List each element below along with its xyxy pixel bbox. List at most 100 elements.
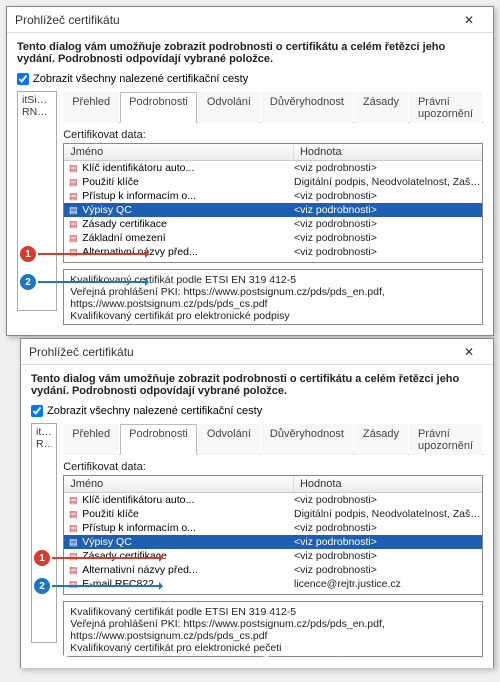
cert-attr-icon: ▤ (64, 536, 82, 548)
attr-name: Použití klíče (82, 508, 294, 520)
tree-item[interactable]: Rejstřík trestů - automatická (36, 438, 52, 450)
tab-podrobnosti[interactable]: Podrobnosti (120, 424, 197, 455)
col-name[interactable]: Jméno (64, 476, 294, 492)
tab-zásady[interactable]: Zásady (354, 92, 408, 123)
detail-line: Kvalifikovaný certifikát pro elektronick… (70, 642, 476, 654)
attr-value: <viz podrobnosti> (294, 246, 482, 258)
show-all-paths-checkbox[interactable]: Zobrazit všechny nalezené certifikační c… (31, 405, 483, 417)
table-row[interactable]: ▤Klíč identifikátoru auto...<viz podrobn… (64, 161, 482, 175)
show-all-paths-input[interactable] (31, 405, 43, 417)
attr-value: <viz podrobnosti> (294, 550, 482, 562)
table-row[interactable]: ▤Zásady certifikace<viz podrobnosti> (64, 217, 482, 231)
attr-value: <viz podrobnosti> (294, 536, 482, 548)
annotation-badge-2: 2 (20, 274, 36, 290)
tab-odvolání[interactable]: Odvolání (198, 424, 260, 455)
table-row[interactable]: ▤Přístup k informacím o...<viz podrobnos… (64, 189, 482, 203)
attr-name: Přístup k informacím o... (82, 190, 294, 202)
show-all-paths-checkbox[interactable]: Zobrazit všechny nalezené certifikační c… (17, 73, 483, 85)
cert-attr-icon: ▤ (64, 508, 82, 520)
show-all-paths-input[interactable] (17, 73, 29, 85)
detail-line: Kvalifikovaný certifikát pro elektronick… (70, 310, 476, 322)
attr-value: <viz podrobnosti> (294, 522, 482, 534)
table-row[interactable]: ▤Základní omezení<viz podrobnosti> (64, 231, 482, 245)
detail-line: Veřejná prohlášení PKI: https://www.post… (70, 286, 476, 298)
cert-attr-icon: ▤ (64, 190, 82, 202)
dialog-description: Tento dialog vám umožňuje zobrazit podro… (31, 373, 483, 397)
tab-důvěryhodnost[interactable]: Důvěryhodnost (261, 424, 353, 455)
dialog-description: Tento dialog vám umožňuje zobrazit podro… (17, 41, 483, 65)
table-row[interactable]: ▤E-mail RFC822licence@rejtr.justice.cz (64, 577, 482, 591)
cert-attr-icon: ▤ (64, 176, 82, 188)
cert-attr-icon: ▤ (64, 162, 82, 174)
tree-item[interactable]: RNDr. Ing. Jiří Peterka <jiri@p (22, 106, 52, 118)
list-header: Jméno Hodnota (64, 144, 482, 161)
table-row[interactable]: ▤Klíč identifikátoru auto...<viz podrobn… (64, 493, 482, 507)
tab-právní upozornění[interactable]: Právní upozornění (409, 92, 482, 123)
attr-name: Klíč identifikátoru auto... (82, 162, 294, 174)
table-row[interactable]: ▤Zásady certifikace<viz podrobnosti> (64, 549, 482, 563)
attr-value: Digitální podpis, Neodvolatelnost, Zašif… (294, 508, 482, 520)
cert-tree[interactable]: itSignum Qualified CA 2Rejstřík trestů -… (31, 423, 57, 643)
col-value[interactable]: Hodnota (294, 476, 482, 492)
close-icon[interactable]: ✕ (453, 342, 485, 362)
attr-value: <viz podrobnosti> (294, 190, 482, 202)
tab-právní upozornění[interactable]: Právní upozornění (409, 424, 482, 455)
annotation-badge-1: 1 (20, 246, 36, 262)
detail-line: Kvalifikovaný certifikát podle ETSI EN 3… (70, 274, 476, 286)
detail-box: Kvalifikovaný certifikát podle ETSI EN 3… (63, 601, 483, 657)
attr-value: <viz podrobnosti> (294, 204, 482, 216)
col-value[interactable]: Hodnota (294, 144, 482, 160)
detail-line: https://www.postsignum.cz/pds/pds_cs.pdf (70, 298, 476, 310)
close-icon[interactable]: ✕ (453, 10, 485, 30)
table-row[interactable]: ▤Alternativní názvy před...<viz podrobno… (64, 245, 482, 259)
tab-důvěryhodnost[interactable]: Důvěryhodnost (261, 92, 353, 123)
annotation-arrow-2 (38, 281, 148, 283)
annotation-arrow-2 (52, 585, 162, 587)
window-title: Prohlížeč certifikátu (15, 13, 120, 27)
tab-bar: PřehledPodrobnostiOdvoláníDůvěryhodnostZ… (63, 423, 483, 455)
tree-item[interactable]: itSignum Qualified CA 2 (36, 426, 52, 438)
annotation-badge-1: 1 (34, 550, 50, 566)
tree-item[interactable]: itSignum Qualified CA 2 (22, 94, 52, 106)
attr-value: <viz podrobnosti> (294, 162, 482, 174)
col-name[interactable]: Jméno (64, 144, 294, 160)
table-row[interactable]: ▤Výpisy QC<viz podrobnosti> (64, 203, 482, 217)
table-row[interactable]: ▤Přístup k informacím o...<viz podrobnos… (64, 521, 482, 535)
attr-name: Zásady certifikace (82, 218, 294, 230)
attr-name: Zásady certifikace (82, 550, 294, 562)
window-stack: Prohlížeč certifikátu ✕ Tento dialog vám… (0, 0, 500, 682)
attr-name: E-mail RFC822 (82, 578, 294, 590)
attr-name: Výpisy QC (82, 536, 294, 548)
table-row[interactable]: ▤Použití klíčeDigitální podpis, Neodvola… (64, 175, 482, 189)
attr-name: Základní omezení (82, 232, 294, 244)
tab-odvolání[interactable]: Odvolání (198, 92, 260, 123)
attr-value: <viz podrobnosti> (294, 218, 482, 230)
attribute-list[interactable]: Jméno Hodnota ▤Klíč identifikátoru auto.… (63, 475, 483, 595)
annotation-arrow-1 (52, 557, 162, 559)
titlebar: Prohlížeč certifikátu ✕ (21, 339, 493, 365)
attr-value: <viz podrobnosti> (294, 564, 482, 576)
table-row[interactable]: ▤Použití klíčeDigitální podpis, Neodvola… (64, 507, 482, 521)
tab-podrobnosti[interactable]: Podrobnosti (120, 92, 197, 123)
cert-attr-icon: ▤ (64, 232, 82, 244)
annotation-arrow-1 (38, 253, 148, 255)
cert-attr-icon: ▤ (64, 578, 82, 590)
attr-name: Výpisy QC (82, 204, 294, 216)
cert-attr-icon: ▤ (64, 564, 82, 576)
list-header: Jméno Hodnota (64, 476, 482, 493)
attr-value: <viz podrobnosti> (294, 494, 482, 506)
attr-name: Alternativní názvy před... (82, 246, 294, 258)
tab-zásady[interactable]: Zásady (354, 424, 408, 455)
window-title: Prohlížeč certifikátu (29, 345, 134, 359)
detail-box: Kvalifikovaný certifikát podle ETSI EN 3… (63, 269, 483, 325)
annotation-badge-2: 2 (34, 578, 50, 594)
cert-attr-icon: ▤ (64, 550, 82, 562)
attr-name: Přístup k informacím o... (82, 522, 294, 534)
table-row[interactable]: ▤Alternativní názvy před...<viz podrobno… (64, 563, 482, 577)
table-row[interactable]: ▤Výpisy QC<viz podrobnosti> (64, 535, 482, 549)
tab-přehled[interactable]: Přehled (63, 92, 119, 123)
cert-viewer-window-1: Prohlížeč certifikátu ✕ Tento dialog vám… (6, 6, 494, 336)
attribute-list[interactable]: Jméno Hodnota ▤Klíč identifikátoru auto.… (63, 143, 483, 263)
tab-přehled[interactable]: Přehled (63, 424, 119, 455)
detail-line: https://www.postsignum.cz/pds/pds_cs.pdf (70, 630, 476, 642)
